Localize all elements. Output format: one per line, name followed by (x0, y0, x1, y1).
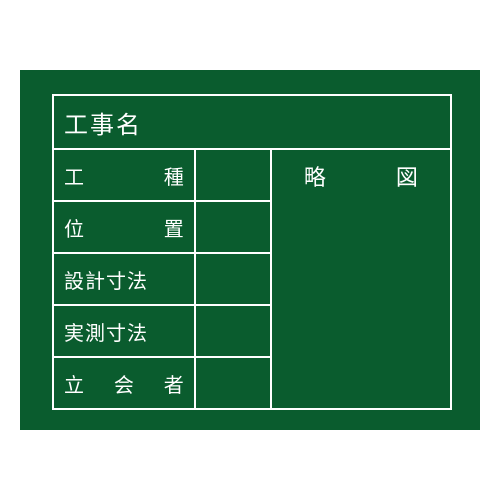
row-location: 位置 (54, 202, 272, 254)
body-area: 工種 位置 設計寸法 (54, 150, 450, 408)
value-actual-dim (196, 306, 272, 356)
label-work-type: 工種 (54, 150, 196, 200)
diagram-area (272, 202, 450, 408)
label-actual-dim: 実測寸法 (54, 306, 196, 356)
diagram-label: 略 図 (280, 160, 442, 192)
value-witness (196, 358, 272, 408)
right-column: 略 図 (272, 150, 450, 408)
label-witness: 立会者 (54, 358, 196, 408)
value-design-dim (196, 254, 272, 304)
diagram-header: 略 図 (272, 150, 450, 202)
row-design-dim: 設計寸法 (54, 254, 272, 306)
title-label: 工事名 (64, 105, 142, 140)
value-work-type (196, 150, 272, 200)
row-actual-dim: 実測寸法 (54, 306, 272, 358)
value-location (196, 202, 272, 252)
left-column: 工種 位置 設計寸法 (54, 150, 272, 408)
row-witness: 立会者 (54, 358, 272, 408)
title-row: 工事名 (54, 96, 450, 150)
row-work-type: 工種 (54, 150, 272, 202)
label-location: 位置 (54, 202, 196, 252)
construction-blackboard: 工事名 工種 位置 設計寸法 (20, 70, 480, 430)
label-design-dim: 設計寸法 (54, 254, 196, 304)
board-frame: 工事名 工種 位置 設計寸法 (52, 94, 452, 410)
